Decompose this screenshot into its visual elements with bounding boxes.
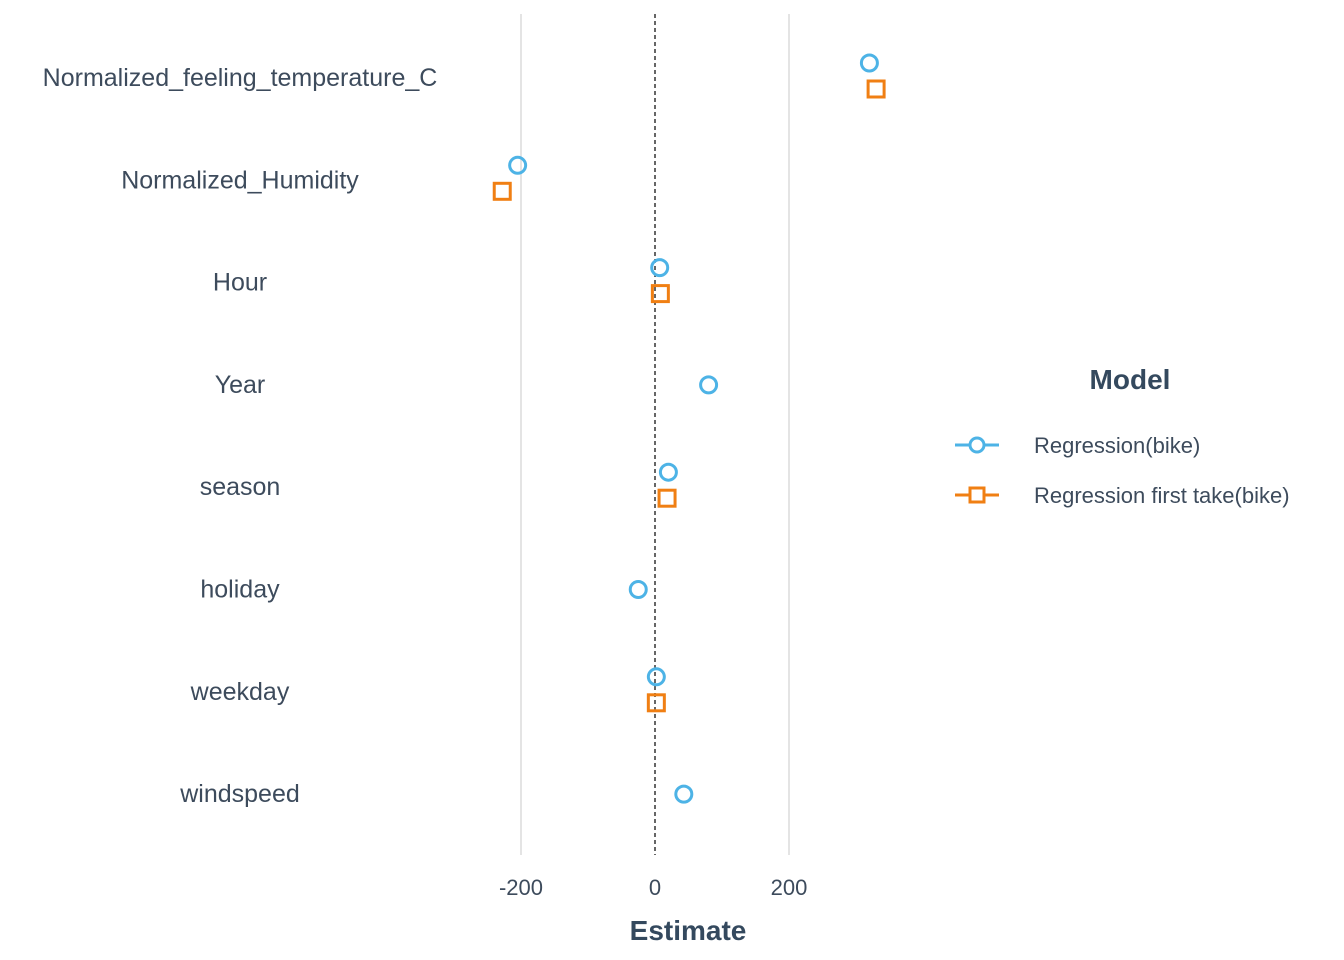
legend-key-circle: [968, 436, 986, 454]
point-regression-bike: [650, 258, 670, 278]
category-label: season: [200, 473, 281, 501]
point-regression-first-take: [650, 284, 670, 304]
point-regression-bike: [508, 155, 528, 175]
category-label: Normalized_feeling_temperature_C: [43, 64, 438, 92]
data-points: [492, 53, 886, 804]
x-tick-labels: -200 0 200: [499, 875, 807, 900]
x-tick-label: -200: [499, 875, 543, 900]
point-regression-bike: [628, 580, 648, 599]
legend-key-square: [968, 486, 986, 504]
category-label: holiday: [200, 576, 280, 604]
x-axis-title: Estimate: [630, 915, 747, 946]
category-labels: Normalized_feeling_temperature_C Normaliz…: [43, 64, 438, 808]
point-regression-first-take: [657, 488, 677, 508]
point-regression-bike: [658, 462, 678, 482]
category-label: Normalized_Humidity: [121, 166, 359, 194]
point-regression-bike: [859, 53, 879, 73]
legend-title: Model: [1090, 364, 1171, 395]
category-label: Year: [215, 371, 266, 399]
point-regression-bike: [646, 667, 666, 687]
category-label: Hour: [213, 269, 267, 297]
category-label: weekday: [190, 678, 290, 706]
point-regression-bike: [674, 784, 694, 804]
x-tick-label: 200: [771, 875, 808, 900]
legend-label: Regression first take(bike): [1034, 483, 1290, 508]
category-label: windspeed: [179, 780, 300, 808]
grid-lines: [520, 14, 790, 855]
legend-label: Regression(bike): [1034, 433, 1200, 458]
point-regression-first-take: [646, 693, 666, 713]
point-regression-first-take: [492, 181, 512, 201]
point-regression-bike: [699, 375, 719, 395]
legend: Model Regression(bike) Regression first t…: [955, 364, 1290, 508]
point-regression-first-take: [866, 79, 886, 99]
x-tick-label: 0: [649, 875, 661, 900]
